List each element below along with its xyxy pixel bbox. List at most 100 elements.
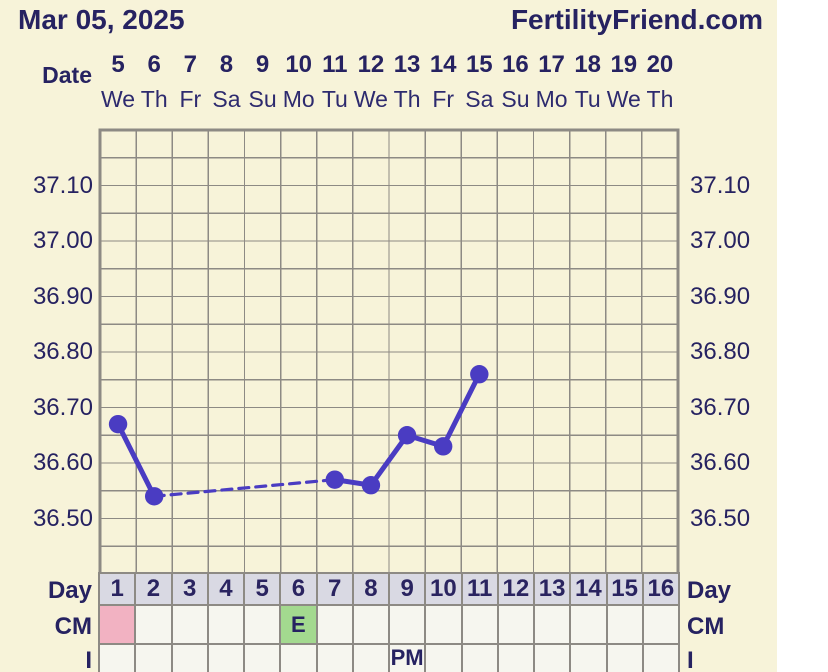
day-cell-6[interactable]: 6: [281, 574, 316, 604]
temp-tick-36.70-right: 36.70: [690, 393, 751, 421]
cm-cell-5[interactable]: [245, 606, 280, 643]
intercourse-row-label-right: I: [687, 647, 694, 672]
cycle-day-row: 1 2 3 4 5 6 7 8 9 10 11 12 13 14 15 16: [98, 572, 680, 606]
intercourse-cell-15[interactable]: [607, 645, 642, 672]
date-number-9: 9: [255, 51, 270, 78]
day-cell-5[interactable]: 5: [245, 574, 280, 604]
intercourse-cell-14[interactable]: [571, 645, 606, 672]
day-cell-12[interactable]: 12: [498, 574, 533, 604]
date-number-11: 11: [322, 51, 348, 78]
temp-point-day-8[interactable]: [361, 476, 381, 495]
date-number-15: 15: [465, 51, 493, 78]
intercourse-cell-2[interactable]: [136, 645, 171, 672]
temp-point-day-9[interactable]: [397, 426, 417, 445]
date-number-8: 8: [219, 51, 234, 78]
date-number-13: 13: [393, 51, 421, 78]
cm-cell-2[interactable]: [136, 606, 171, 643]
intercourse-cell-6[interactable]: [281, 645, 316, 672]
temp-point-day-7[interactable]: [325, 470, 345, 489]
temp-tick-36.50-left: 36.50: [32, 504, 93, 532]
weekday-label-2: Th: [140, 86, 168, 112]
weekday-label-16: Th: [646, 86, 674, 112]
intercourse-row: PM: [98, 645, 680, 672]
day-cell-11[interactable]: 11: [462, 574, 497, 604]
temp-tick-36.90-left: 36.90: [32, 282, 93, 310]
date-number-16: 16: [502, 51, 529, 78]
day-cell-8[interactable]: 8: [353, 574, 388, 604]
intercourse-cell-7[interactable]: [317, 645, 352, 672]
temp-point-day-1[interactable]: [108, 414, 128, 434]
fertilityfriend-site-link[interactable]: FertilityFriend.com: [510, 4, 763, 35]
intercourse-cell-16[interactable]: [643, 645, 678, 672]
cm-cell-9[interactable]: [390, 606, 425, 643]
intercourse-cell-1[interactable]: [100, 645, 135, 672]
cm-cell-12[interactable]: [498, 606, 533, 643]
intercourse-cell-9[interactable]: PM: [390, 645, 425, 672]
day-cell-1[interactable]: 1: [100, 574, 135, 604]
cm-cell-8[interactable]: [353, 606, 388, 643]
intercourse-cell-3[interactable]: [172, 645, 207, 672]
day-cell-3[interactable]: 3: [172, 574, 207, 604]
temp-tick-36.50-right: 36.50: [690, 504, 751, 532]
temp-tick-37.10-left: 37.10: [32, 171, 93, 199]
day-cell-10[interactable]: 10: [426, 574, 461, 604]
weekday-label-4: Sa: [212, 86, 241, 112]
date-number-14: 14: [429, 51, 457, 78]
weekday-label-10: Fr: [432, 86, 455, 112]
temperature-points: [108, 365, 489, 506]
day-cell-14[interactable]: 14: [571, 574, 606, 604]
temp-tick-36.90-right: 36.90: [690, 282, 751, 310]
weekday-label-15: We: [606, 86, 641, 112]
cm-cell-15[interactable]: [607, 606, 642, 643]
cm-cell-3[interactable]: [172, 606, 207, 643]
temp-tick-36.60-left: 36.60: [32, 449, 93, 476]
temp-point-day-11[interactable]: [470, 365, 489, 384]
temp-tick-37.00-left: 37.00: [32, 227, 93, 254]
temp-point-day-10[interactable]: [433, 437, 453, 456]
day-row-label-left: Day: [47, 577, 92, 604]
cm-cell-11[interactable]: [462, 606, 497, 643]
cm-row-label-right: CM: [687, 613, 725, 640]
date-number-12: 12: [357, 51, 385, 78]
weekday-label-7: Tu: [321, 86, 348, 112]
day-cell-9[interactable]: 9: [390, 574, 425, 604]
cm-cell-10[interactable]: [426, 606, 461, 643]
intercourse-cell-10[interactable]: [426, 645, 461, 672]
intercourse-cell-11[interactable]: [462, 645, 497, 672]
date-number-20: 20: [646, 51, 674, 78]
intercourse-cell-12[interactable]: [498, 645, 533, 672]
temp-tick-37.00-right: 37.00: [690, 227, 751, 254]
day-cell-15[interactable]: 15: [607, 574, 642, 604]
weekday-label-6: Mo: [282, 86, 315, 112]
intercourse-cell-13[interactable]: [535, 645, 570, 672]
intercourse-cell-8[interactable]: [353, 645, 388, 672]
cm-cell-14[interactable]: [571, 606, 606, 643]
cm-row-label-left: CM: [54, 613, 92, 640]
date-number-7: 7: [183, 51, 197, 78]
cm-cell-4[interactable]: [208, 606, 243, 643]
weekday-label-8: We: [353, 86, 388, 112]
day-row-label-right: Day: [687, 577, 732, 604]
cm-cell-1[interactable]: [100, 606, 135, 643]
date-number-6: 6: [147, 51, 161, 78]
cm-cell-13[interactable]: [535, 606, 570, 643]
chart-gridlines: [99, 129, 679, 575]
day-cell-16[interactable]: 16: [643, 574, 678, 604]
cm-cell-16[interactable]: [643, 606, 678, 643]
day-cell-4[interactable]: 4: [208, 574, 243, 604]
day-cell-7[interactable]: 7: [317, 574, 352, 604]
day-cell-2[interactable]: 2: [136, 574, 171, 604]
temp-tick-37.10-right: 37.10: [690, 171, 751, 199]
cm-cell-6[interactable]: E: [281, 606, 316, 643]
date-number-10: 10: [285, 51, 313, 78]
weekday-label-3: Fr: [179, 86, 202, 112]
temp-point-day-2[interactable]: [144, 487, 164, 506]
temp-tick-36.80-right: 36.80: [690, 338, 751, 365]
weekday-label-9: Th: [393, 86, 421, 112]
day-cell-13[interactable]: 13: [535, 574, 570, 604]
cervical-mucus-row: E: [98, 606, 680, 645]
intercourse-cell-4[interactable]: [208, 645, 243, 672]
cm-cell-7[interactable]: [317, 606, 352, 643]
intercourse-cell-5[interactable]: [245, 645, 280, 672]
